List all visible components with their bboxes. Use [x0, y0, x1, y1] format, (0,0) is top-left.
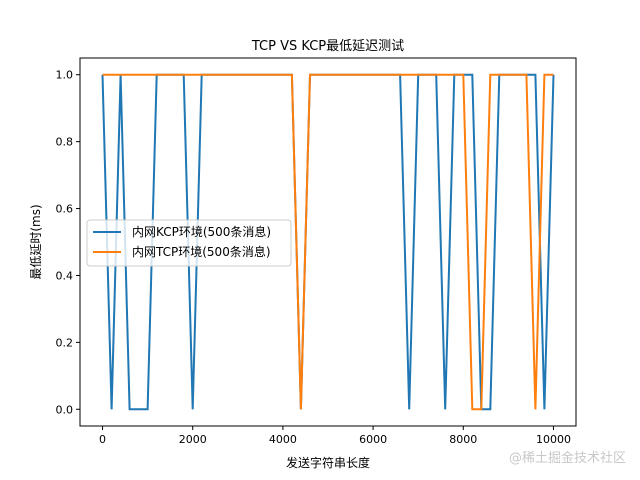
y-axis: 0.0 0.2 0.4 0.6 0.8 1.0: [56, 69, 80, 416]
plot-area: [101, 73, 555, 411]
x-tick-label: 6000: [359, 433, 387, 446]
axes-frame: [79, 57, 577, 427]
y-tick-label: 1.0: [56, 69, 74, 82]
x-tick-label: 8000: [449, 433, 477, 446]
watermark: @稀土掘金技术社区: [509, 450, 626, 466]
x-tick-label: 0: [99, 433, 106, 446]
chart-title: TCP VS KCP最低延迟测试: [251, 39, 404, 54]
x-axis-label: 发送字符串长度: [286, 455, 370, 470]
y-tick-label: 0.0: [56, 403, 74, 416]
legend: 内网KCP环境(500条消息) 内网TCP环境(500条消息): [86, 219, 292, 267]
series-line-tcp: [102, 73, 554, 411]
x-axis: 0 2000 4000 6000 8000 10000: [99, 426, 571, 446]
legend-label-tcp: 内网TCP环境(500条消息): [132, 244, 271, 259]
y-tick-label: 0.8: [56, 136, 74, 149]
x-tick-label: 2000: [179, 433, 207, 446]
x-tick-label: 4000: [269, 433, 297, 446]
x-tick-label: 10000: [536, 433, 571, 446]
y-axis-label: 最低延时(ms): [29, 204, 43, 279]
legend-label-kcp: 内网KCP环境(500条消息): [132, 224, 271, 239]
y-tick-label: 0.4: [56, 269, 74, 282]
y-tick-label: 0.2: [56, 336, 74, 349]
y-tick-label: 0.6: [56, 203, 74, 216]
